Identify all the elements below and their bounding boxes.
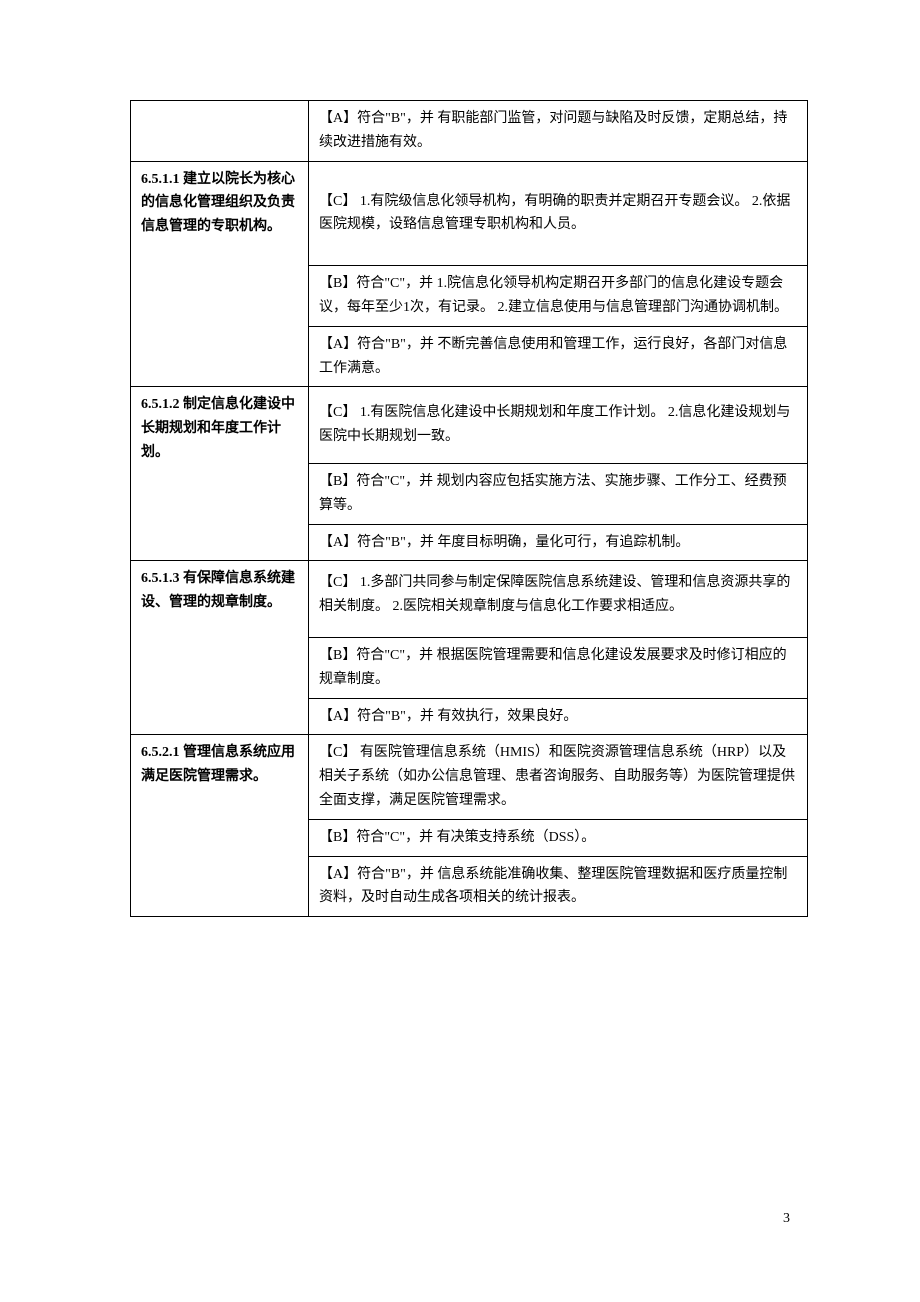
row-left xyxy=(131,101,309,162)
row-left: 6.5.1.1 建立以院长为核心的信息化管理组织及负责信息管理的专职机构。 xyxy=(131,161,309,387)
row-right: 【C】 有医院管理信息系统（HMIS）和医院资源管理信息系统（HRP）以及相关子… xyxy=(309,735,808,819)
row-right: 【B】符合"C"，并 规划内容应包括实施方法、实施步骤、工作分工、经费预算等。 xyxy=(309,463,808,524)
row-left: 6.5.1.2 制定信息化建设中长期规划和年度工作计划。 xyxy=(131,387,309,561)
table-row: 【A】符合"B"，并 有职能部门监管，对问题与缺陷及时反馈，定期总结，持续改进措… xyxy=(131,101,808,162)
row-right: 【A】符合"B"，并 有职能部门监管，对问题与缺陷及时反馈，定期总结，持续改进措… xyxy=(309,101,808,162)
row-right: 【A】符合"B"，并 年度目标明确，量化可行，有追踪机制。 xyxy=(309,524,808,561)
table-row: 6.5.1.2 制定信息化建设中长期规划和年度工作计划。 【C】 1.有医院信息… xyxy=(131,387,808,464)
row-right: 【A】符合"B"，并 信息系统能准确收集、整理医院管理数据和医疗质量控制资料，及… xyxy=(309,856,808,917)
table-row: 6.5.1.3 有保障信息系统建设、管理的规章制度。 【C】 1.多部门共同参与… xyxy=(131,561,808,638)
table-row: 6.5.2.1 管理信息系统应用满足医院管理需求。 【C】 有医院管理信息系统（… xyxy=(131,735,808,819)
row-right: 【A】符合"B"，并 不断完善信息使用和管理工作，运行良好，各部门对信息工作满意… xyxy=(309,326,808,387)
row-right: 【B】符合"C"，并 有决策支持系统（DSS）。 xyxy=(309,819,808,856)
standards-table: 【A】符合"B"，并 有职能部门监管，对问题与缺陷及时反馈，定期总结，持续改进措… xyxy=(130,100,808,917)
row-right: 【A】符合"B"，并 有效执行，效果良好。 xyxy=(309,698,808,735)
row-left: 6.5.1.3 有保障信息系统建设、管理的规章制度。 xyxy=(131,561,309,735)
row-left: 6.5.2.1 管理信息系统应用满足医院管理需求。 xyxy=(131,735,309,917)
page-number: 3 xyxy=(783,1211,790,1227)
row-right: 【B】符合"C"，并 1.院信息化领导机构定期召开多部门的信息化建设专题会议，每… xyxy=(309,266,808,327)
table-row: 6.5.1.1 建立以院长为核心的信息化管理组织及负责信息管理的专职机构。 【C… xyxy=(131,161,808,266)
row-right: 【B】符合"C"，并 根据医院管理需要和信息化建设发展要求及时修订相应的规章制度… xyxy=(309,637,808,698)
row-right: 【C】 1.有院级信息化领导机构，有明确的职责并定期召开专题会议。 2.依据医院… xyxy=(309,161,808,266)
document-page: 【A】符合"B"，并 有职能部门监管，对问题与缺陷及时反馈，定期总结，持续改进措… xyxy=(0,0,920,1302)
row-right: 【C】 1.多部门共同参与制定保障医院信息系统建设、管理和信息资源共享的相关制度… xyxy=(309,561,808,638)
row-right: 【C】 1.有医院信息化建设中长期规划和年度工作计划。 2.信息化建设规划与医院… xyxy=(309,387,808,464)
